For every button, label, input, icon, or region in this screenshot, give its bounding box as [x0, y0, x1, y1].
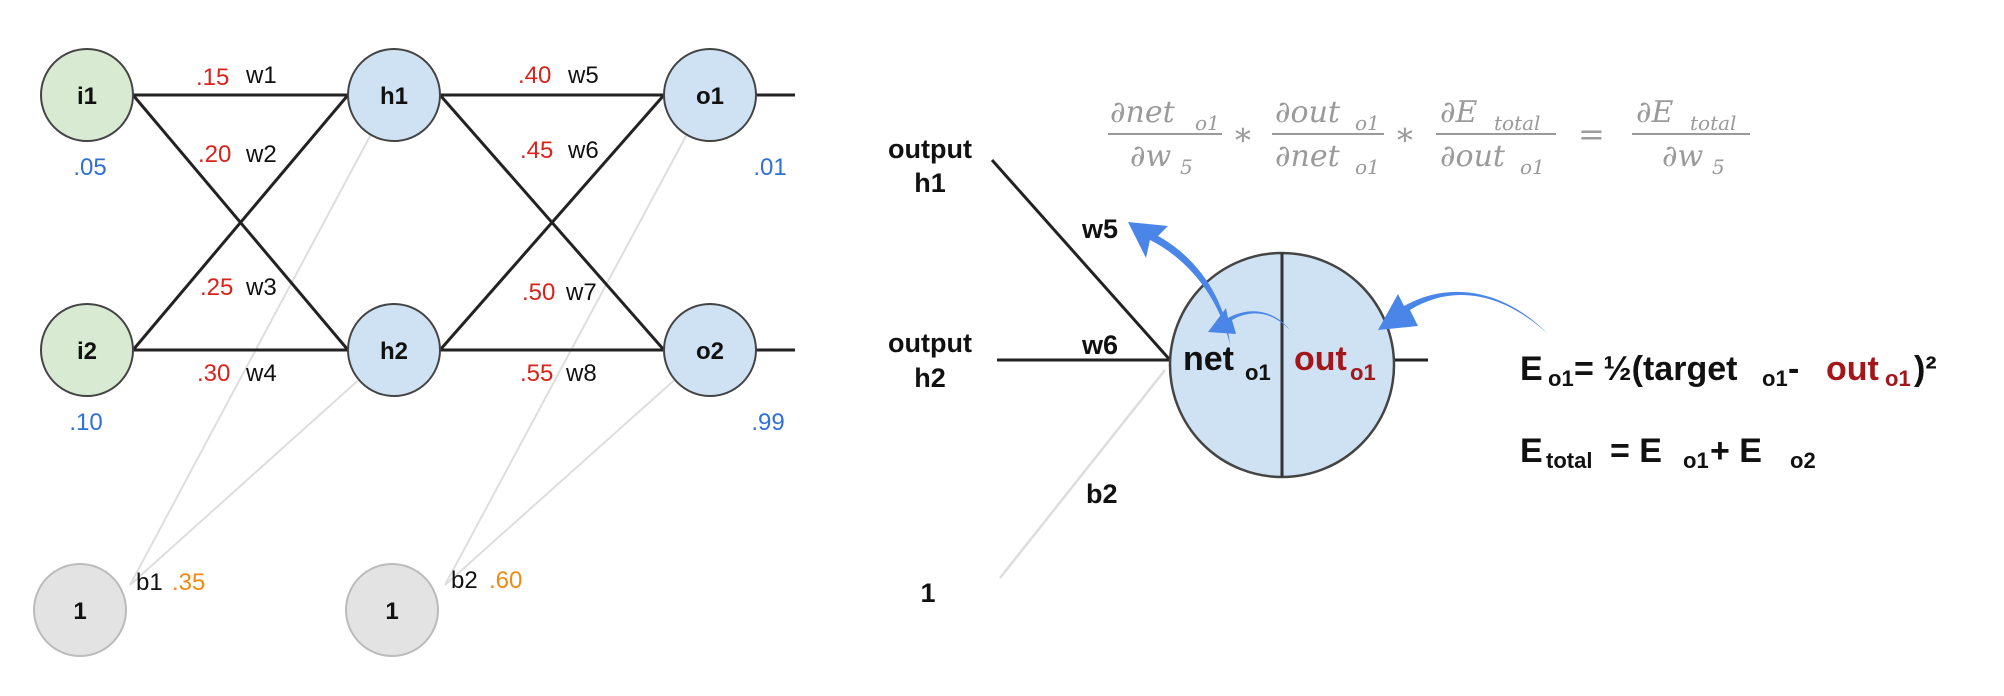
- bias-node-b1: 1: [34, 564, 126, 656]
- input-value-i1: .05: [73, 154, 106, 181]
- f2-denominator: ∂net: [1275, 139, 1341, 174]
- eq2-sub3: o2: [1790, 448, 1816, 473]
- weight-value-w5: .40: [518, 62, 551, 89]
- f1-denominator-sub: 5: [1180, 155, 1193, 179]
- node-label: 1: [385, 598, 398, 625]
- node-label: o1: [696, 83, 724, 110]
- f1-denominator: ∂w: [1130, 139, 1172, 174]
- output-h1-label-line2: h1: [914, 168, 946, 198]
- output-h2-label-line2: h2: [914, 363, 946, 393]
- weight-value-w8: .55: [520, 360, 553, 387]
- input-value-i2: .10: [69, 409, 102, 436]
- weight-name-w2: w2: [245, 141, 277, 168]
- eq1-target-sub: o1: [1762, 366, 1788, 391]
- eq2-sub2: o1: [1683, 448, 1709, 473]
- times-1: ∗: [1232, 115, 1254, 153]
- f4-numerator: ∂E: [1636, 95, 1674, 130]
- times-2: ∗: [1394, 115, 1416, 153]
- f4-numerator-sub: total: [1690, 111, 1736, 135]
- node-label: i1: [77, 83, 97, 110]
- eq1-out-sub: o1: [1885, 366, 1911, 391]
- w6-label: w6: [1081, 330, 1118, 360]
- f2-numerator: ∂out: [1275, 95, 1341, 130]
- bias-name-b1: b1: [136, 569, 163, 596]
- node-label: i2: [77, 338, 97, 365]
- input-node-i2: i2: [41, 304, 133, 396]
- eq2-E-sub: total: [1546, 448, 1592, 473]
- eq2-plus: + E: [1710, 432, 1762, 470]
- bias-value-b1: .35: [172, 569, 205, 596]
- node-label: o2: [696, 338, 724, 365]
- weight-value-w1: .15: [196, 64, 229, 91]
- f1-numerator-sub: o1: [1195, 111, 1220, 135]
- chain-rule-formula: ∂net o1 ∂w 5 ∗ ∂out o1 ∂net o1 ∗ ∂E tota…: [1108, 95, 1750, 179]
- eq2-E: E: [1520, 432, 1543, 470]
- f4-denominator: ∂w: [1662, 139, 1704, 174]
- f3-denominator-sub: o1: [1520, 155, 1545, 179]
- eq2-mid: = E: [1610, 432, 1662, 470]
- eq1-E: E: [1520, 350, 1543, 388]
- output-node-o2: o2: [664, 304, 756, 396]
- weight-name-w8: w8: [565, 360, 597, 387]
- bias-value-b2: .60: [489, 567, 522, 594]
- eq1-end: )²: [1914, 350, 1937, 388]
- node-label: h2: [380, 338, 408, 365]
- neuron-detail: output h1 output h2 1 w5 w6 b2 net o1 ou…: [888, 134, 1548, 608]
- output-node-o1: o1: [664, 49, 756, 141]
- f1-numerator: ∂net: [1110, 95, 1176, 130]
- w5-label: w5: [1081, 214, 1118, 244]
- b2-label: b2: [1086, 479, 1118, 509]
- output-h1-label-line1: output: [888, 134, 972, 164]
- out-subscript: o1: [1350, 360, 1376, 385]
- eq1-out: out: [1826, 350, 1879, 388]
- hidden-node-h1: h1: [348, 49, 440, 141]
- out-label: out: [1294, 340, 1347, 378]
- bias-node-b2: 1: [346, 564, 438, 656]
- weight-name-w5: w5: [567, 62, 599, 89]
- node-label: 1: [73, 598, 86, 625]
- output-h2-label-line1: output: [888, 328, 972, 358]
- eq1-minus: -: [1788, 350, 1799, 388]
- f3-denominator: ∂out: [1440, 139, 1506, 174]
- weight-value-w3: .25: [200, 274, 233, 301]
- f2-numerator-sub: o1: [1355, 111, 1380, 135]
- input-node-i1: i1: [41, 49, 133, 141]
- bias-name-b2: b2: [451, 567, 478, 594]
- f3-numerator-sub: total: [1494, 111, 1540, 135]
- net-subscript: o1: [1245, 360, 1271, 385]
- hidden-node-h2: h2: [348, 304, 440, 396]
- weight-value-w6: .45: [520, 137, 553, 164]
- weight-value-w2: .20: [198, 141, 231, 168]
- bias-one-label: 1: [920, 578, 935, 608]
- weight-value-w4: .30: [197, 360, 230, 387]
- weight-name-w3: w3: [245, 274, 277, 301]
- output-value-o1: .01: [753, 154, 786, 181]
- weight-name-w4: w4: [245, 360, 277, 387]
- weight-name-w7: w7: [565, 279, 597, 306]
- node-label: h1: [380, 83, 408, 110]
- output-value-o2: .99: [751, 409, 784, 436]
- f3-numerator: ∂E: [1440, 95, 1478, 130]
- f4-denominator-sub: 5: [1712, 155, 1725, 179]
- weight-value-w7: .50: [522, 279, 555, 306]
- weight-name-w1: w1: [245, 62, 277, 89]
- error-equation-2: E total = E o1 + E o2: [1520, 432, 1816, 473]
- eq1-E-sub: o1: [1548, 366, 1574, 391]
- eq1-mid: = ½(target: [1574, 350, 1737, 388]
- f2-denominator-sub: o1: [1355, 155, 1380, 179]
- arrow-error-to-out: [1378, 292, 1548, 334]
- weight-name-w6: w6: [567, 137, 599, 164]
- equals-sign: =: [1578, 115, 1605, 153]
- error-equation-1: E o1 = ½(target o1 - out o1 )²: [1520, 350, 1937, 391]
- net-label: net: [1183, 340, 1234, 378]
